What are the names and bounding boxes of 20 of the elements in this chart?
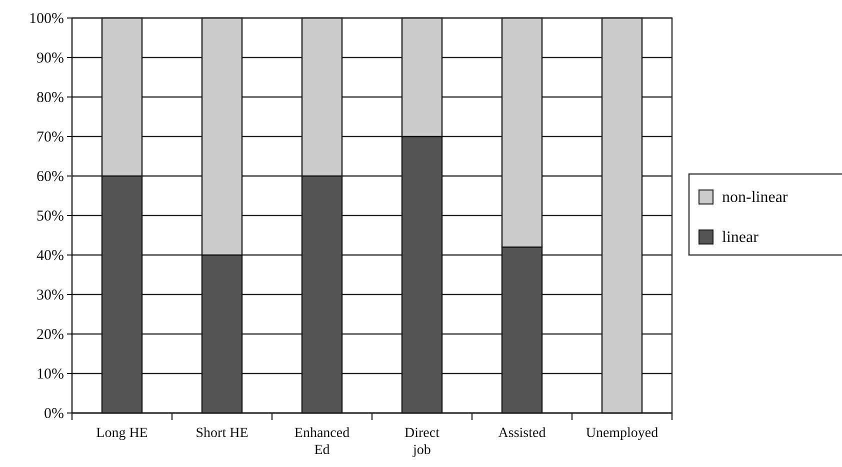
- y-tick-label: 60%: [36, 168, 64, 185]
- x-tick-label: Unemployed: [586, 426, 658, 441]
- bar: [601, 17, 643, 414]
- y-tick-label: 70%: [36, 129, 64, 146]
- x-tick-label: Long HE: [96, 426, 148, 441]
- y-tick-label: 10%: [36, 366, 64, 382]
- y-tick-label: 0%: [44, 406, 64, 422]
- x-tick-label: Enhanced Ed: [294, 426, 350, 458]
- x-tick-label: Direct job: [404, 426, 440, 458]
- y-tick-label: 50%: [36, 208, 64, 224]
- y-tick-label: 90%: [36, 50, 64, 66]
- y-tick-label: 30%: [36, 287, 64, 304]
- y-tick-label: 80%: [36, 90, 64, 106]
- legend-label: linear: [722, 229, 760, 246]
- y-tick-label: 20%: [36, 326, 64, 343]
- x-tick-label: Assisted: [498, 426, 546, 441]
- legend-label: non-linear: [722, 189, 788, 206]
- x-tick-label: Short HE: [196, 426, 248, 441]
- y-tick-label: 40%: [36, 248, 64, 264]
- y-tick-label: 100%: [29, 10, 64, 27]
